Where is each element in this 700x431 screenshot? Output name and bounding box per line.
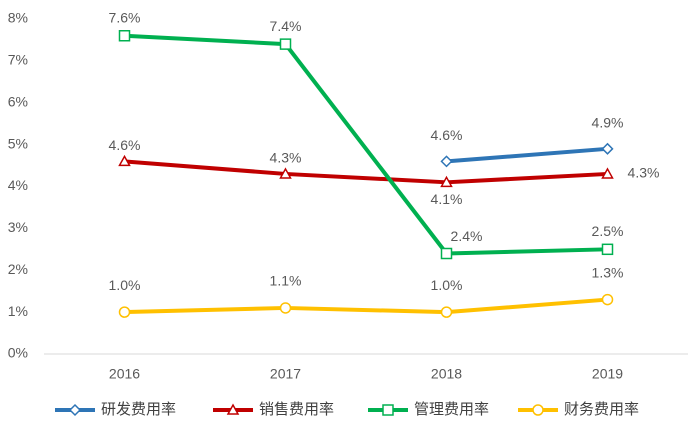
data-label: 7.4% xyxy=(270,18,302,34)
series-line xyxy=(124,297,608,315)
data-label: 2.4% xyxy=(451,228,483,244)
marker xyxy=(440,175,453,188)
marker xyxy=(68,403,82,417)
data-label: 7.6% xyxy=(109,9,141,25)
y-tick-label: 6% xyxy=(8,93,28,109)
marker xyxy=(226,403,240,415)
legend-label: 销售费用率 xyxy=(259,401,334,418)
data-label: 4.9% xyxy=(592,115,624,131)
marker xyxy=(279,302,292,314)
data-label: 2.5% xyxy=(592,223,624,239)
y-tick-label: 1% xyxy=(8,303,28,319)
data-label: 4.6% xyxy=(431,127,463,143)
marker xyxy=(440,247,453,260)
data-label: 4.3% xyxy=(270,150,302,166)
marker xyxy=(118,306,131,318)
marker xyxy=(601,167,614,179)
data-label: 1.0% xyxy=(109,277,141,293)
data-label: 1.0% xyxy=(431,277,463,293)
marker xyxy=(118,154,131,167)
marker xyxy=(440,155,453,168)
marker xyxy=(601,142,614,155)
marker xyxy=(279,167,292,179)
marker xyxy=(532,404,544,416)
data-label: 4.1% xyxy=(431,191,463,207)
data-label: 1.3% xyxy=(592,264,624,280)
marker xyxy=(440,306,453,318)
marker xyxy=(382,404,394,416)
legend-label: 研发费用率 xyxy=(101,401,176,418)
data-label: 4.6% xyxy=(109,137,141,153)
data-label: 1.1% xyxy=(270,273,302,289)
y-tick-label: 8% xyxy=(8,10,28,26)
y-tick-label: 7% xyxy=(8,52,28,68)
series-line xyxy=(446,146,608,164)
marker xyxy=(279,38,292,50)
x-tick-label: 2017 xyxy=(270,366,301,382)
y-tick-label: 3% xyxy=(8,219,28,235)
series-line xyxy=(124,33,608,256)
x-tick-label: 2016 xyxy=(109,366,140,382)
x-tick-label: 2018 xyxy=(431,366,462,382)
legend-label: 管理费用率 xyxy=(414,401,489,418)
y-tick-label: 2% xyxy=(8,261,28,277)
series-line xyxy=(124,159,608,185)
marker xyxy=(118,30,131,42)
marker xyxy=(601,243,614,256)
y-tick-label: 4% xyxy=(8,177,28,193)
data-label: 4.3% xyxy=(628,165,660,181)
y-tick-label: 0% xyxy=(8,345,28,361)
legend-label: 财务费用率 xyxy=(564,401,639,418)
x-tick-label: 2019 xyxy=(592,366,623,382)
y-tick-label: 5% xyxy=(8,135,28,151)
marker xyxy=(601,293,614,306)
